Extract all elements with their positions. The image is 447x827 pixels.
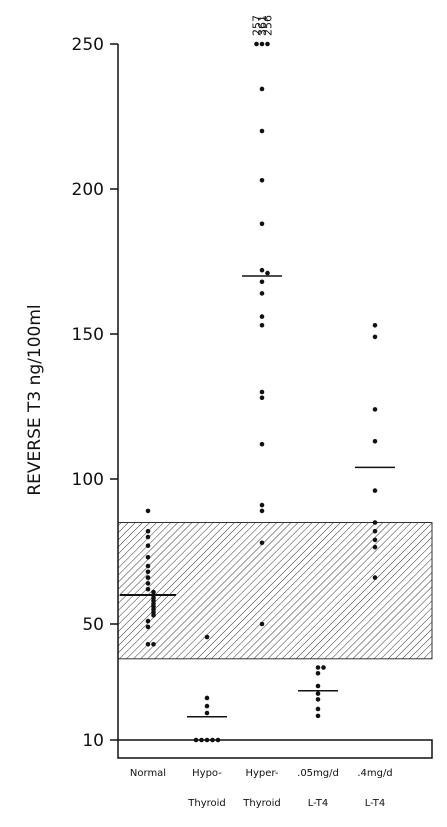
x-tick-label: Normal bbox=[130, 768, 166, 779]
x-tick-label: L-T4 bbox=[365, 798, 386, 809]
y-tick-label: 10 bbox=[82, 731, 104, 751]
data-point bbox=[215, 737, 221, 743]
y-tick-label: 150 bbox=[72, 325, 104, 345]
data-point bbox=[321, 665, 326, 670]
data-point bbox=[193, 737, 199, 743]
value-label: 256 bbox=[262, 15, 275, 36]
data-point bbox=[204, 703, 210, 709]
data-point bbox=[372, 544, 378, 550]
data-point bbox=[315, 697, 321, 702]
data-point bbox=[315, 691, 321, 696]
x-tick-label: Thyroid bbox=[242, 798, 281, 809]
y-tick-label: 100 bbox=[72, 470, 104, 490]
data-point bbox=[259, 128, 265, 134]
data-point bbox=[372, 520, 378, 525]
value-label: 257 bbox=[251, 15, 264, 36]
data-point bbox=[145, 618, 151, 624]
data-point bbox=[259, 621, 265, 627]
data-point bbox=[372, 407, 378, 412]
data-point bbox=[315, 713, 321, 719]
data-point bbox=[372, 323, 378, 328]
data-point bbox=[145, 555, 151, 560]
lower-box bbox=[117, 739, 433, 759]
data-point bbox=[259, 41, 265, 47]
data-point bbox=[145, 508, 151, 514]
data-point bbox=[259, 178, 265, 183]
data-point bbox=[315, 706, 321, 712]
data-point bbox=[145, 642, 151, 647]
data-point bbox=[372, 488, 378, 493]
data-point bbox=[145, 543, 151, 548]
data-point bbox=[210, 737, 215, 743]
data-point bbox=[259, 323, 265, 328]
y-tick-label: 200 bbox=[72, 180, 104, 200]
data-point bbox=[204, 737, 210, 743]
data-point bbox=[151, 613, 156, 618]
data-point bbox=[372, 537, 378, 543]
data-point bbox=[372, 528, 378, 534]
x-tick-label: .05mg/d bbox=[297, 768, 339, 779]
data-point bbox=[259, 389, 265, 395]
data-point bbox=[259, 86, 265, 92]
x-tick-label: Hyper- bbox=[245, 768, 278, 779]
data-point bbox=[259, 314, 265, 319]
data-point bbox=[145, 581, 151, 586]
data-point bbox=[372, 439, 378, 444]
data-point bbox=[265, 270, 270, 276]
data-point bbox=[145, 569, 151, 575]
x-tick-label: Hypo- bbox=[192, 768, 222, 779]
y-axis-label: REVERSE T3 ng/100ml bbox=[25, 304, 45, 495]
data-point bbox=[259, 502, 265, 508]
data-point bbox=[372, 575, 378, 580]
x-tick-label: .4mg/d bbox=[357, 768, 392, 779]
data-point bbox=[315, 665, 321, 670]
data-point bbox=[259, 395, 265, 401]
data-point bbox=[259, 540, 265, 546]
data-point bbox=[145, 586, 151, 592]
data-point bbox=[259, 267, 265, 273]
data-point bbox=[259, 279, 265, 285]
data-point bbox=[204, 710, 210, 716]
data-point bbox=[259, 508, 265, 514]
y-tick-label: 250 bbox=[72, 35, 104, 55]
normal-range bbox=[117, 522, 433, 660]
data-point bbox=[145, 534, 151, 540]
data-point bbox=[265, 41, 270, 47]
data-point bbox=[259, 221, 265, 227]
data-point bbox=[145, 528, 151, 534]
y-tick-label: 50 bbox=[82, 615, 104, 635]
data-point bbox=[372, 334, 378, 340]
data-point bbox=[259, 441, 265, 447]
data-point bbox=[145, 575, 151, 580]
data-point bbox=[145, 624, 151, 630]
data-point bbox=[315, 671, 321, 676]
value-label: 361 bbox=[256, 15, 269, 36]
data-point bbox=[204, 695, 210, 701]
data-point bbox=[199, 737, 204, 743]
data-point bbox=[204, 634, 210, 640]
data-point bbox=[151, 642, 156, 647]
x-tick-label: Thyroid bbox=[187, 798, 226, 809]
data-point bbox=[254, 41, 259, 47]
data-point bbox=[259, 291, 265, 296]
data-point bbox=[145, 563, 151, 569]
data-point bbox=[315, 683, 321, 689]
x-tick-label: L-T4 bbox=[308, 798, 329, 809]
